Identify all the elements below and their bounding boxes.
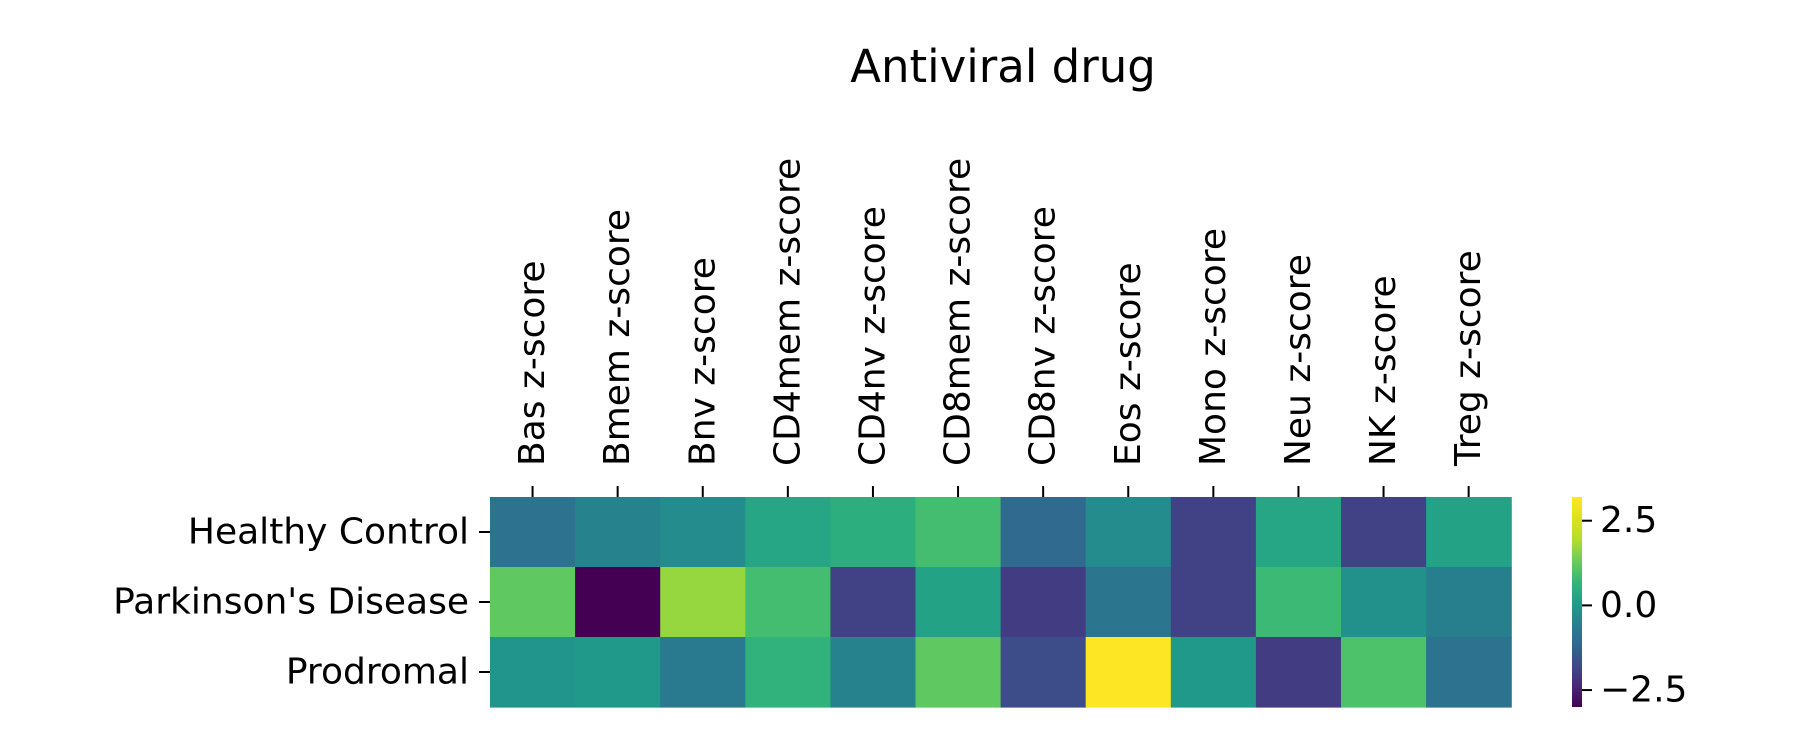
- x-tick-label: CD8nv z-score: [1023, 206, 1064, 466]
- heatmap-cell: [1255, 567, 1342, 638]
- heatmap-cell: [1000, 567, 1087, 638]
- heatmap-cell: [490, 497, 576, 568]
- heatmap-cell: [490, 637, 576, 708]
- chart-title: Antiviral drug: [850, 40, 1156, 93]
- heatmap-cell: [575, 567, 661, 638]
- x-tick-label: Neu z-score: [1278, 254, 1319, 466]
- heatmap-cell: [1170, 637, 1257, 708]
- heatmap-cells: [490, 497, 1512, 708]
- y-tick-label: Healthy Control: [188, 512, 469, 553]
- heatmap-cell: [660, 567, 746, 638]
- heatmap-cell: [1426, 637, 1512, 708]
- heatmap-cell: [1426, 497, 1512, 568]
- heatmap-cell: [660, 637, 746, 708]
- heatmap-cell: [1000, 637, 1087, 708]
- x-tick-label: Bas z-score: [512, 260, 553, 466]
- heatmap-cell: [830, 637, 917, 708]
- heatmap-cell: [1255, 637, 1342, 708]
- heatmap-cell: [915, 567, 1002, 638]
- heatmap-cell: [1170, 497, 1257, 568]
- x-tick-label: Eos z-score: [1108, 262, 1149, 466]
- y-tick-label: Prodromal: [286, 652, 469, 693]
- heatmap-cell: [1085, 567, 1172, 638]
- heatmap-cell: [1085, 497, 1172, 568]
- x-axis-ticks: Bas z-score Bmem z-score Bnv z-score CD4mem…: [512, 158, 1489, 497]
- heatmap-cell: [830, 497, 917, 568]
- heatmap-cell: [745, 497, 831, 568]
- colorbar-tick-label: 0.0: [1600, 585, 1657, 626]
- x-tick-label: NK z-score: [1363, 275, 1404, 466]
- heatmap-cell: [1085, 637, 1172, 708]
- x-tick-label: Bmem z-score: [597, 209, 638, 466]
- heatmap-cell: [745, 567, 831, 638]
- heatmap-cell: [1000, 497, 1087, 568]
- heatmap-cell: [1341, 637, 1427, 708]
- heatmap-cell: [745, 637, 831, 708]
- heatmap-cell: [1170, 567, 1257, 638]
- heatmap-cell: [915, 637, 1002, 708]
- heatmap-cell: [830, 567, 917, 638]
- heatmap-cell: [660, 497, 746, 568]
- heatmap-cell: [1341, 567, 1427, 638]
- heatmap-cell: [575, 637, 661, 708]
- x-tick-label: Treg z-score: [1448, 250, 1489, 467]
- x-tick-label: CD4mem z-score: [767, 158, 808, 466]
- heatmap-cell: [1255, 497, 1342, 568]
- heatmap-cell: [1341, 497, 1427, 568]
- heatmap-cell: [490, 567, 576, 638]
- x-tick-label: CD8mem z-score: [938, 158, 979, 466]
- heatmap-cell: [1426, 567, 1512, 638]
- heatmap-cell: [915, 497, 1002, 568]
- y-tick-label: Parkinson's Disease: [113, 582, 469, 623]
- colorbar-tick-label: 2.5: [1600, 500, 1657, 541]
- x-tick-label: CD4nv z-score: [852, 206, 893, 466]
- colorbar-gradient: [1572, 497, 1582, 707]
- x-tick-label: Bnv z-score: [682, 257, 723, 466]
- heatmap-cell: [575, 497, 661, 568]
- x-tick-label: Mono z-score: [1193, 228, 1234, 466]
- colorbar-tick-label: −2.5: [1600, 670, 1687, 711]
- y-axis-ticks: Healthy Control Parkinson's Disease Prodro…: [113, 512, 490, 693]
- colorbar: 2.5 0.0 −2.5: [1572, 497, 1687, 711]
